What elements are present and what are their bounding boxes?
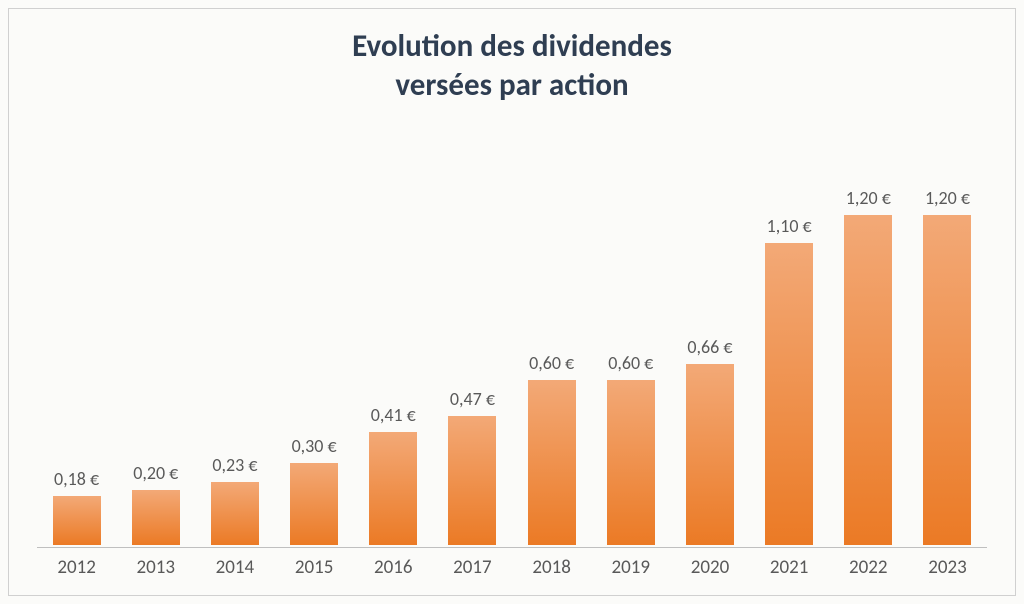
bar-group: 1,20 € <box>908 133 987 546</box>
bar-value-label: 0,18 € <box>54 468 99 490</box>
bar <box>607 380 655 545</box>
bar-value-label: 1,10 € <box>767 215 812 237</box>
x-axis-label: 2012 <box>37 556 116 579</box>
x-axis-label: 2023 <box>908 556 987 579</box>
chart-title-line1: Evolution des dividendes <box>33 27 991 66</box>
chart-title-line2: versées par action <box>33 66 991 105</box>
bar-group: 0,60 € <box>512 133 591 546</box>
bar <box>528 380 576 545</box>
bar <box>923 215 971 545</box>
bar-group: 0,30 € <box>275 133 354 546</box>
bar <box>686 364 734 546</box>
chart-title: Evolution des dividendes versées par act… <box>33 27 991 105</box>
bar-group: 1,10 € <box>750 133 829 546</box>
x-axis-label: 2017 <box>433 556 512 579</box>
bar <box>132 490 180 545</box>
bars-region: 0,18 € 0,20 € 0,23 € 0,30 € 0,41 € 0,47 € 0,60… <box>33 133 991 546</box>
bar-group: 0,60 € <box>591 133 670 546</box>
bar-group: 0,23 € <box>195 133 274 546</box>
x-axis-label: 2013 <box>116 556 195 579</box>
bar <box>448 416 496 545</box>
bar-group: 0,41 € <box>354 133 433 546</box>
bar-value-label: 0,41 € <box>371 404 416 426</box>
bar-value-label: 0,20 € <box>133 462 178 484</box>
bar-value-label: 0,47 € <box>450 388 495 410</box>
bar-group: 0,18 € <box>37 133 116 546</box>
bar-group: 1,20 € <box>829 133 908 546</box>
chart-container: Evolution des dividendes versées par act… <box>8 8 1016 596</box>
bar-value-label: 0,60 € <box>529 352 574 374</box>
bar-value-label: 0,23 € <box>212 454 257 476</box>
bar-value-label: 0,60 € <box>608 352 653 374</box>
x-axis-label: 2018 <box>512 556 591 579</box>
x-axis-label: 2019 <box>591 556 670 579</box>
chart-area: 0,18 € 0,20 € 0,23 € 0,30 € 0,41 € 0,47 € 0,60… <box>33 133 991 580</box>
x-axis-label: 2022 <box>829 556 908 579</box>
bar <box>53 496 101 546</box>
bar <box>290 463 338 546</box>
bar <box>211 482 259 545</box>
bar <box>844 215 892 545</box>
bar <box>765 243 813 546</box>
x-axis-labels: 2012201320142015201620172018201920202021… <box>33 548 991 579</box>
bar-value-label: 1,20 € <box>846 187 891 209</box>
x-axis-label: 2020 <box>670 556 749 579</box>
bar <box>369 432 417 545</box>
bar-group: 0,47 € <box>433 133 512 546</box>
bar-value-label: 0,30 € <box>292 435 337 457</box>
bar-group: 0,66 € <box>670 133 749 546</box>
bar-value-label: 0,66 € <box>687 336 732 358</box>
x-axis-label: 2021 <box>750 556 829 579</box>
x-axis-label: 2016 <box>354 556 433 579</box>
bar-value-label: 1,20 € <box>925 187 970 209</box>
bar-group: 0,20 € <box>116 133 195 546</box>
x-axis-label: 2015 <box>275 556 354 579</box>
x-axis-label: 2014 <box>195 556 274 579</box>
